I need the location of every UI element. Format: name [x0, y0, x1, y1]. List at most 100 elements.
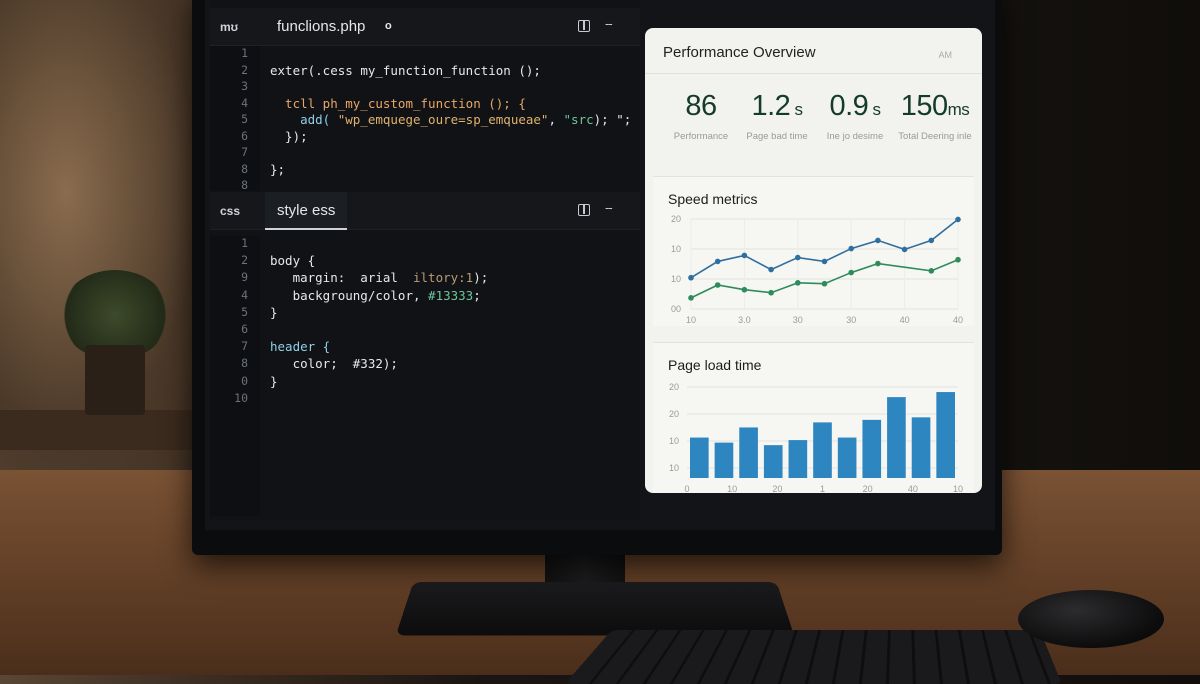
- code-token: "src: [563, 112, 594, 127]
- code-line: tcll ph_my_custom_function (); {: [270, 96, 526, 111]
- line-number: 6: [241, 322, 248, 336]
- data-point: [768, 266, 774, 273]
- data-point: [821, 258, 828, 265]
- dashboard-title: Performance Overview: [663, 44, 816, 61]
- kpi-number: 1.2: [751, 90, 791, 122]
- code-token: #13333: [428, 287, 474, 303]
- y-tick-label: 00: [671, 304, 681, 314]
- line-number: 10: [234, 390, 248, 405]
- code-token: header {: [270, 339, 331, 355]
- data-point: [821, 280, 828, 287]
- kpi-unit: ms: [947, 100, 970, 119]
- code-token: });: [270, 128, 308, 144]
- series-line-1: [690, 258, 959, 299]
- line-number: 1: [241, 46, 248, 60]
- x-tick-label: 0: [684, 484, 689, 493]
- y-tick-label: 10: [671, 244, 681, 254]
- code-line: backgroung/color, #13333;: [270, 288, 481, 303]
- y-tick-label: 20: [669, 382, 679, 392]
- code-line: margin: arial iltory:1);: [270, 270, 489, 286]
- data-point: [901, 246, 908, 253]
- code-line: add( "wp_emquege_oure=sp_emqueae", "src)…: [270, 112, 631, 127]
- code-token: );: [473, 270, 489, 286]
- y-tick-label: 10: [671, 274, 681, 284]
- php-code-area[interactable]: 1 2 exter(.cess my_function_function (); 3 4…: [210, 46, 640, 192]
- line-number: 7: [241, 145, 248, 159]
- line-number: 7: [241, 339, 248, 354]
- line-number: 5: [241, 304, 248, 319]
- bar: [936, 392, 955, 478]
- x-tick-label: 30: [846, 315, 856, 325]
- background-shelf: [0, 410, 210, 450]
- code-line: color; #332);: [270, 356, 398, 371]
- split-editor-icon[interactable]: [578, 204, 590, 216]
- data-point: [741, 286, 748, 293]
- tab-style-css[interactable]: style ess: [265, 192, 348, 230]
- bottom-tab-bar: css style ess --: [210, 192, 640, 230]
- kpi-unit: s: [868, 100, 882, 119]
- kpi-unit: s: [790, 100, 804, 119]
- x-tick-label: 1: [820, 484, 825, 493]
- line-number: 6: [241, 128, 248, 143]
- tab-functions-php[interactable]: funclions.php: [277, 18, 366, 35]
- bar: [788, 440, 808, 478]
- kpi-3: 150ms Total Deering inle: [895, 90, 975, 142]
- code-token: body {: [270, 253, 316, 269]
- kpi-value: 1.2 s: [737, 90, 817, 123]
- y-tick-label: 20: [669, 409, 679, 419]
- more-options-icon[interactable]: --: [605, 16, 613, 31]
- x-tick-label: 3.0: [738, 315, 751, 325]
- data-point: [848, 269, 854, 276]
- x-tick-label: 30: [793, 315, 803, 325]
- code-line: }: [270, 305, 278, 320]
- y-tick-label: 20: [671, 214, 681, 224]
- line-number: 0: [241, 373, 248, 388]
- data-point: [848, 245, 854, 252]
- data-point: [714, 258, 721, 265]
- data-point: [955, 256, 961, 263]
- data-point: [955, 216, 961, 223]
- mouse: [1018, 590, 1164, 648]
- line-number: 8: [241, 161, 248, 176]
- kpi-value: 86: [661, 90, 741, 123]
- line-number-gutter: [210, 46, 260, 191]
- speed-metrics-card: Speed metrics 00 10 10 20 10 3.0 30 30 40 40: [653, 176, 974, 326]
- data-point: [875, 260, 881, 267]
- code-token: ;: [473, 287, 481, 303]
- code-token: color; #332);: [270, 356, 398, 372]
- data-point: [928, 237, 935, 244]
- x-tick-label: 10: [686, 315, 696, 325]
- x-tick-label: 20: [863, 484, 873, 493]
- kpi-value: 150ms: [895, 90, 975, 123]
- chart-title: Speed metrics: [668, 191, 758, 207]
- screen: mʊ funclions.php o -- 1 2 exter(.cess my_f…: [205, 0, 995, 530]
- code-token: margin: arial: [270, 270, 413, 286]
- kpi-number: 0.9: [829, 90, 869, 122]
- line-number: 5: [241, 112, 248, 126]
- speed-metrics-chart: 00 10 10 20 10 3.0 30 30 40 40: [671, 214, 963, 325]
- code-token: "wp_emquege_oure=sp_emqueae": [337, 112, 549, 127]
- bar: [813, 422, 832, 478]
- kpi-value: 0.9 s: [815, 90, 895, 123]
- line-number: 8: [241, 356, 248, 371]
- bar: [837, 437, 857, 478]
- kpi-number: 150: [900, 90, 948, 122]
- x-tick-label: 40: [953, 315, 963, 325]
- split-editor-icon[interactable]: [578, 20, 590, 32]
- kpi-2: 0.9 s Ine jo desime: [815, 90, 895, 142]
- code-token: exter(.cess: [270, 62, 361, 78]
- code-editor: mʊ funclions.php o -- 1 2 exter(.cess my_f…: [210, 0, 640, 520]
- line-number: 4: [241, 95, 248, 110]
- line-number: 3: [241, 79, 248, 93]
- css-code-area[interactable]: 1 2 body {9 margin: arial iltory:1); 4 back…: [210, 236, 640, 516]
- code-token: }: [270, 373, 278, 389]
- more-options-icon[interactable]: --: [605, 200, 613, 215]
- line-number-gutter: [210, 236, 260, 516]
- y-tick-label: 10: [669, 436, 679, 446]
- x-tick-label: 40: [908, 484, 918, 493]
- code-token: iltory:1: [413, 270, 474, 286]
- bar: [911, 417, 931, 478]
- line-number: 4: [241, 287, 248, 302]
- x-tick-label: 20: [772, 484, 782, 493]
- data-point: [795, 254, 801, 261]
